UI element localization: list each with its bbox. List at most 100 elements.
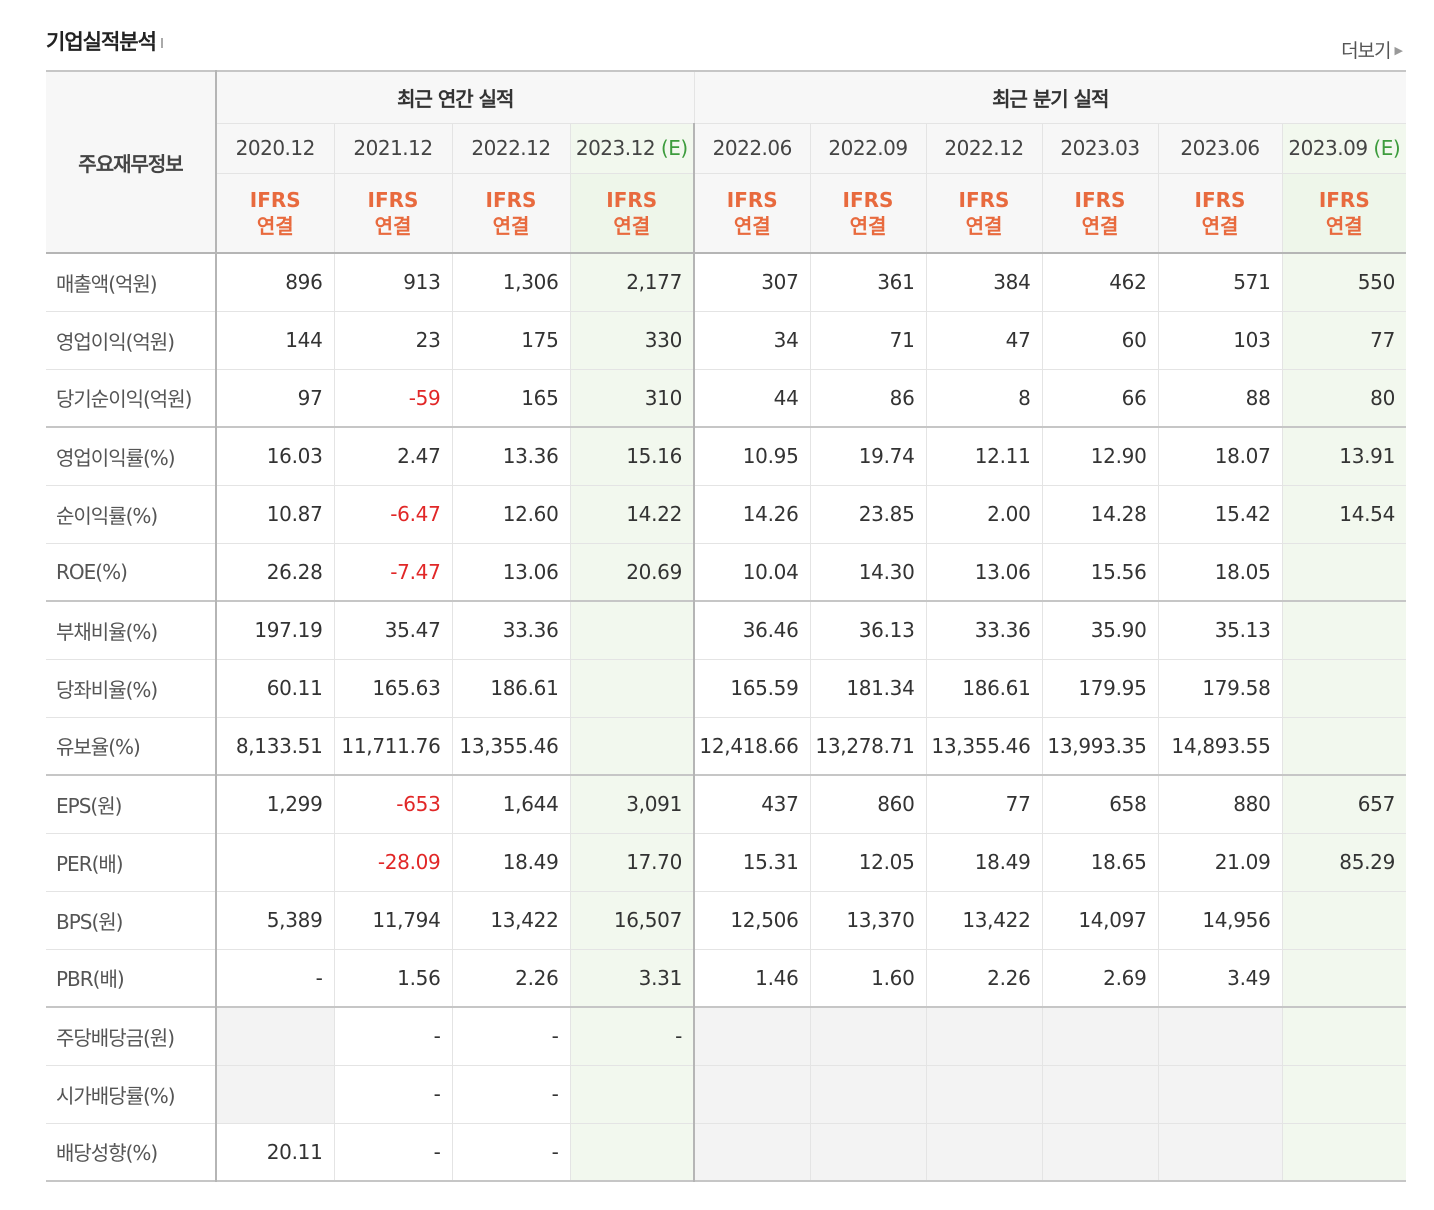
table-cell: 12.60: [451, 485, 570, 544]
table-cell: -: [451, 1123, 570, 1182]
basis-consolidation: 연결: [613, 213, 651, 238]
table-cell: 13,278.71: [809, 717, 927, 776]
table-row: 매출액(억원) 896 913 1,306 2,177 307 361 384 462 571 55…: [46, 253, 1407, 312]
table-row: EPS(원) 1,299 -653 1,644 3,091 437 860 77 658 880 6…: [46, 774, 1407, 834]
period-label: 2021.12: [353, 136, 433, 160]
basis-header: IFRS 연결: [569, 173, 695, 254]
table-cell: -: [215, 949, 334, 1008]
row-label: 영업이익(억원): [46, 311, 217, 370]
table-cell: 35.13: [1157, 600, 1283, 660]
table-cell: 2.26: [925, 949, 1043, 1008]
table-row: 당좌비율(%) 60.11 165.63 186.61 165.59 181.34 186.…: [46, 659, 1407, 718]
table-cell: 175: [451, 311, 570, 370]
basis-header: IFRS 연결: [1281, 173, 1407, 254]
table-cell: 3.49: [1157, 949, 1283, 1008]
table-cell: 179.95: [1041, 659, 1159, 718]
period-header: 2022.09: [809, 123, 927, 174]
row-label: EPS(원): [46, 774, 217, 834]
table-cell: 1,306: [451, 253, 570, 312]
basis-standard: IFRS: [367, 187, 419, 212]
basis-header: IFRS 연결: [809, 173, 927, 254]
table-cell: 310: [569, 369, 695, 428]
estimate-marker: (E): [655, 136, 688, 160]
table-cell: -: [333, 1065, 452, 1124]
table-cell: 13,422: [925, 891, 1043, 950]
table-cell: 437: [693, 774, 811, 834]
table-cell: 12.90: [1041, 426, 1159, 486]
table-cell: 18.49: [451, 833, 570, 892]
table-cell: 71: [809, 311, 927, 370]
table-cell: 16,507: [569, 891, 695, 950]
table-cell: 2,177: [569, 253, 695, 312]
table-cell: -: [451, 1006, 570, 1066]
table-cell: 26.28: [215, 543, 334, 602]
period-header: 2022.06: [693, 123, 811, 174]
basis-consolidation: 연결: [374, 213, 412, 238]
table-row: 영업이익률(%) 16.03 2.47 13.36 15.16 10.95 19.74 12.…: [46, 426, 1407, 486]
table-cell: 384: [925, 253, 1043, 312]
table-cell: 13,370: [809, 891, 927, 950]
quarter-group-header: 최근 분기 실적: [693, 71, 1407, 124]
basis-header: IFRS 연결: [1041, 173, 1159, 254]
table-cell: 20.69: [569, 543, 695, 602]
basis-header: IFRS 연결: [451, 173, 570, 254]
row-label: 유보율(%): [46, 717, 217, 776]
table-cell: 12.11: [925, 426, 1043, 486]
table-cell: 571: [1157, 253, 1283, 312]
row-label: 시가배당률(%): [46, 1065, 217, 1124]
table-cell: 165.59: [693, 659, 811, 718]
table-cell: [1281, 600, 1407, 660]
row-label: BPS(원): [46, 891, 217, 950]
more-link-label: 더보기: [1341, 40, 1391, 62]
basis-consolidation: 연결: [256, 213, 294, 238]
table-cell: 20.11: [215, 1123, 334, 1182]
table-row: 주당배당금(원) - - -: [46, 1006, 1407, 1066]
table-cell: [809, 1065, 927, 1124]
period-header: 2023.03: [1041, 123, 1159, 174]
table-cell: -: [333, 1006, 452, 1066]
table-cell: 144: [215, 311, 334, 370]
table-cell: 11,794: [333, 891, 452, 950]
table-cell: 330: [569, 311, 695, 370]
basis-standard: IFRS: [1318, 187, 1370, 212]
more-link[interactable]: 더보기 ▶: [1341, 36, 1404, 63]
basis-consolidation: 연결: [1325, 213, 1363, 238]
table-cell: [925, 1006, 1043, 1066]
table-cell: [1157, 1123, 1283, 1182]
basis-standard: IFRS: [958, 187, 1010, 212]
table-cell: 13.36: [451, 426, 570, 486]
basis-standard: IFRS: [1194, 187, 1246, 212]
table-cell: -: [333, 1123, 452, 1182]
table-cell: 18.49: [925, 833, 1043, 892]
table-cell: [693, 1006, 811, 1066]
table-cell: 33.36: [925, 600, 1043, 660]
table-cell: -7.47: [333, 543, 452, 602]
table-cell: 80: [1281, 369, 1407, 428]
table-cell: 1.60: [809, 949, 927, 1008]
basis-header: IFRS 연결: [1157, 173, 1283, 254]
row-label: 영업이익률(%): [46, 426, 217, 486]
table-cell: 60.11: [215, 659, 334, 718]
table-cell: 17.70: [569, 833, 695, 892]
table-cell: [215, 1006, 334, 1066]
corner-header: 주요재무정보: [46, 71, 217, 254]
table-row: 배당성향(%) 20.11- -: [46, 1123, 1407, 1182]
chevron-right-icon: ▶: [1394, 44, 1404, 57]
table-row: BPS(원) 5,389 11,794 13,422 16,507 12,506 13,37…: [46, 891, 1407, 950]
table-cell: [1041, 1006, 1159, 1066]
period-label: 2022.12: [944, 136, 1024, 160]
table-cell: 14.22: [569, 485, 695, 544]
table-cell: 14,893.55: [1157, 717, 1283, 776]
table-cell: -: [451, 1065, 570, 1124]
table-cell: 1,299: [215, 774, 334, 834]
table-cell: [569, 659, 695, 718]
table-cell: 361: [809, 253, 927, 312]
basis-standard: IFRS: [485, 187, 537, 212]
table-cell: 23.85: [809, 485, 927, 544]
table-cell: [215, 833, 334, 892]
table-cell: [569, 717, 695, 776]
table-cell: 165.63: [333, 659, 452, 718]
table-cell: [693, 1065, 811, 1124]
period-label: 2022.09: [828, 136, 908, 160]
table-cell: 2.69: [1041, 949, 1159, 1008]
